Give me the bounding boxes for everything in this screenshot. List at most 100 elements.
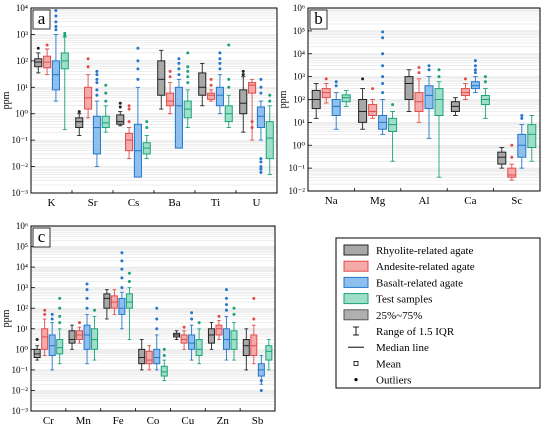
x-category-label: Cu	[181, 415, 194, 426]
box-plot	[460, 77, 470, 100]
outlier-point	[324, 77, 328, 81]
outlier-point	[85, 288, 89, 292]
outlier-point	[162, 354, 166, 358]
outlier-point	[186, 75, 190, 79]
outlier-point	[127, 107, 131, 111]
iqr-box	[215, 324, 223, 336]
legend: Rhyolite-related agate Andesite-related a…	[335, 237, 541, 389]
iqr-box	[118, 297, 126, 315]
legend-item: Test samples	[343, 293, 432, 306]
iqr-box	[424, 85, 434, 110]
panel-label: b	[314, 9, 323, 28]
y-axis-label: ppm	[1, 91, 12, 109]
iqr-box	[265, 345, 273, 361]
iqr-box	[160, 365, 168, 377]
x-category-label: Al	[419, 195, 430, 207]
iqr-box	[101, 115, 110, 129]
outlier-point	[127, 279, 131, 283]
iqr-box	[265, 121, 274, 160]
x-category-label: Sb	[252, 415, 264, 426]
box-plot	[215, 51, 224, 115]
outlier-point	[145, 120, 149, 124]
iqr-box	[51, 60, 60, 91]
outlier-point	[120, 267, 124, 271]
outlier-point	[227, 77, 231, 81]
outlier-point	[381, 91, 385, 95]
box-plot	[368, 87, 378, 119]
y-tick-label: 10³	[16, 29, 28, 39]
box-plot	[51, 9, 60, 102]
outlier-point	[250, 120, 254, 124]
outlier-point	[145, 126, 149, 130]
box-plot	[92, 69, 101, 168]
box-plot	[153, 306, 161, 371]
box-plot	[116, 101, 125, 127]
y-tick-label: 10¹	[16, 82, 28, 92]
x-category-label: Sc	[511, 195, 522, 207]
outlier-point	[58, 306, 62, 310]
iqr-box	[195, 339, 203, 357]
box-plot	[424, 64, 434, 139]
y-tick-label: 10²	[293, 95, 305, 105]
outlier-point	[63, 31, 67, 35]
legend-item: Median line	[348, 342, 429, 354]
y-tick-label: 10⁴	[16, 262, 28, 272]
x-category-label: Mn	[76, 415, 92, 426]
box-plot	[242, 328, 250, 371]
outlier-point	[197, 321, 201, 325]
y-tick-label: 10²	[16, 56, 28, 66]
outlier-point	[54, 28, 58, 32]
outlier-point	[520, 116, 524, 120]
outlier-point	[227, 43, 231, 47]
box-plot	[239, 69, 248, 133]
box-plot	[404, 69, 414, 112]
outlier-point	[427, 64, 431, 68]
outlier-point	[371, 87, 375, 91]
iqr-box	[239, 89, 248, 115]
outlier-point	[252, 317, 256, 321]
box-plot	[138, 339, 146, 371]
outlier-point	[473, 71, 477, 75]
legend-label: Basalt-related agate	[376, 277, 463, 289]
outlier-point	[186, 65, 190, 69]
outlier-point	[155, 306, 159, 310]
box-plot	[43, 43, 52, 76]
box-plot	[33, 338, 41, 361]
box-plot	[174, 57, 183, 149]
outlier-point	[417, 66, 421, 70]
box-plot	[265, 93, 274, 175]
outlier-point	[250, 126, 254, 130]
legend-item: Basalt-related agate	[343, 276, 463, 289]
box-plot	[470, 59, 480, 94]
iqr-box	[248, 82, 257, 94]
box-plot	[68, 324, 76, 350]
outlier-point	[361, 77, 365, 81]
y-tick-label: 10⁻²	[12, 162, 29, 172]
outlier-point	[510, 155, 514, 159]
iqr-box	[341, 94, 351, 103]
box-plot	[311, 83, 321, 119]
outlier-point	[118, 105, 122, 109]
iqr-box	[497, 151, 507, 165]
outlier-point	[186, 69, 190, 73]
y-tick-label: 10¹	[16, 324, 28, 334]
legend-item: Mean	[353, 358, 402, 370]
legend-label: Andesite-related agate	[376, 261, 475, 273]
x-category-label: Zn	[217, 415, 230, 426]
outlier-point	[190, 311, 194, 315]
y-tick-label: 10⁴	[293, 49, 305, 59]
legend-item: Outliers	[354, 375, 411, 387]
outlier-point	[259, 85, 263, 89]
mean-symbol	[353, 360, 359, 366]
iqr-box	[368, 104, 378, 116]
y-tick-label: 10⁻²	[12, 385, 29, 395]
outlier-point	[259, 160, 263, 164]
y-tick-label: 10⁶	[16, 221, 28, 231]
x-category-label: Ca	[464, 195, 476, 207]
iqr-box	[92, 115, 101, 155]
outlier-point	[63, 34, 67, 38]
box-plot	[230, 306, 238, 361]
box-plot	[56, 296, 64, 365]
outlier-point	[120, 251, 124, 255]
iqr-box	[83, 324, 91, 350]
